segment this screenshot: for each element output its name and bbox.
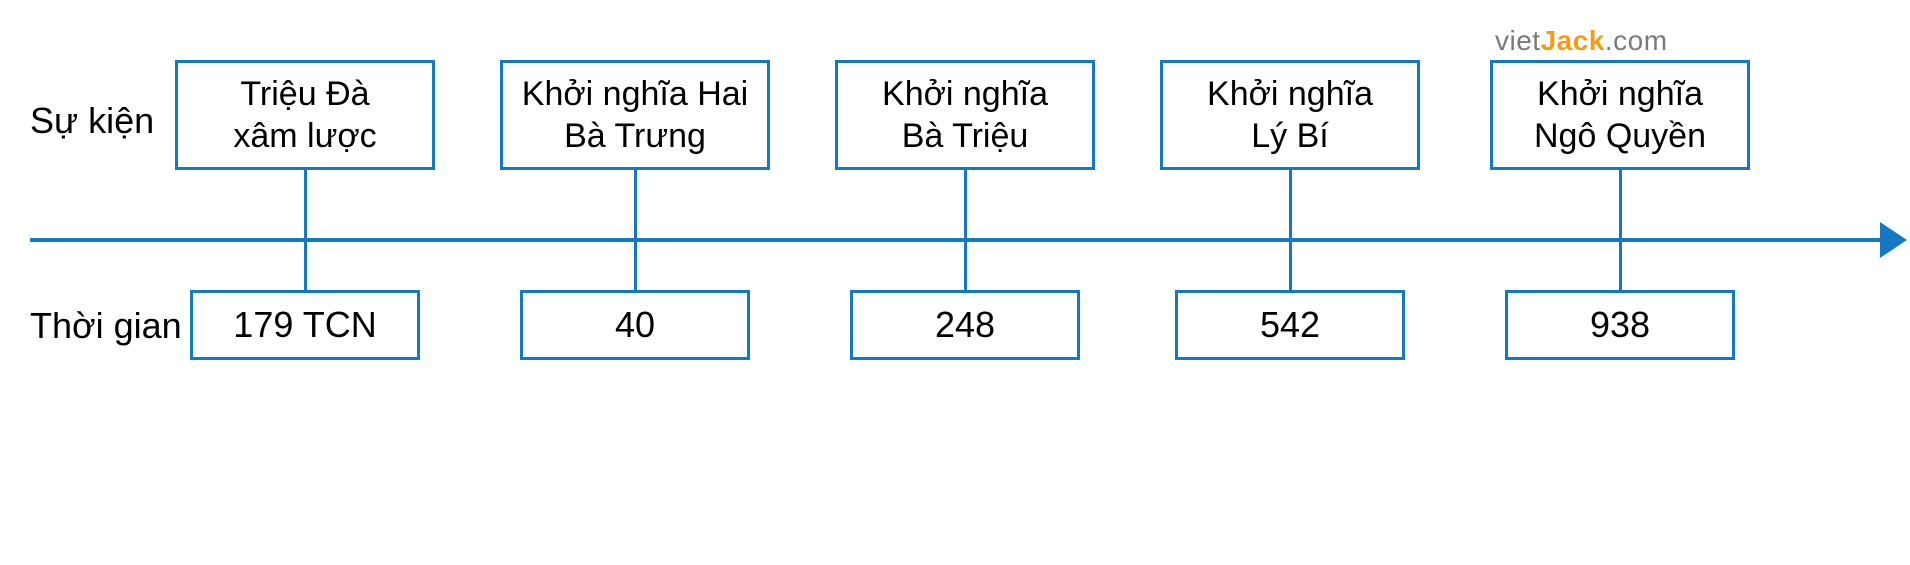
event-box: Khởi nghĩa Hai Bà Trưng [500,60,770,170]
year-box: 179 TCN [190,290,420,360]
connector-bottom [964,242,967,290]
event-label: Khởi nghĩa Hai Bà Trưng [522,73,748,158]
year-box: 40 [520,290,750,360]
watermark-part-jack: Jack [1541,25,1605,56]
event-box: Khởi nghĩa Ngô Quyền [1490,60,1750,170]
event-label: Triệu Đà xâm lược [233,73,376,158]
event-box: Khởi nghĩa Bà Triệu [835,60,1095,170]
connector-bottom [634,242,637,290]
event-label: Khởi nghĩa Lý Bí [1207,73,1373,158]
connector-top [634,170,637,238]
event-box: Triệu Đà xâm lược [175,60,435,170]
year-box: 542 [1175,290,1405,360]
connector-bottom [1289,242,1292,290]
timeline-canvas: Sự kiện Thời gian Triệu Đà xâm lược 179 … [0,0,1910,565]
timeline-arrowhead-icon [1880,222,1907,258]
connector-top [964,170,967,238]
watermark-part-com: .com [1605,25,1668,56]
year-label: 542 [1260,304,1320,346]
event-label: Khởi nghĩa Ngô Quyền [1534,73,1706,158]
year-box: 248 [850,290,1080,360]
connector-top [304,170,307,238]
watermark-part-viet: viet [1495,25,1541,56]
connector-top [1619,170,1622,238]
event-label: Khởi nghĩa Bà Triệu [882,73,1048,158]
year-box: 938 [1505,290,1735,360]
timeline-axis-line [30,238,1880,242]
connector-bottom [1619,242,1622,290]
connector-top [1289,170,1292,238]
row-label-events: Sự kiện [30,100,154,142]
row-label-years: Thời gian [30,305,182,347]
year-label: 179 TCN [233,304,376,346]
year-label: 248 [935,304,995,346]
year-label: 938 [1590,304,1650,346]
year-label: 40 [615,304,655,346]
watermark-logo: vietJack.com [1495,25,1668,57]
connector-bottom [304,242,307,290]
event-box: Khởi nghĩa Lý Bí [1160,60,1420,170]
